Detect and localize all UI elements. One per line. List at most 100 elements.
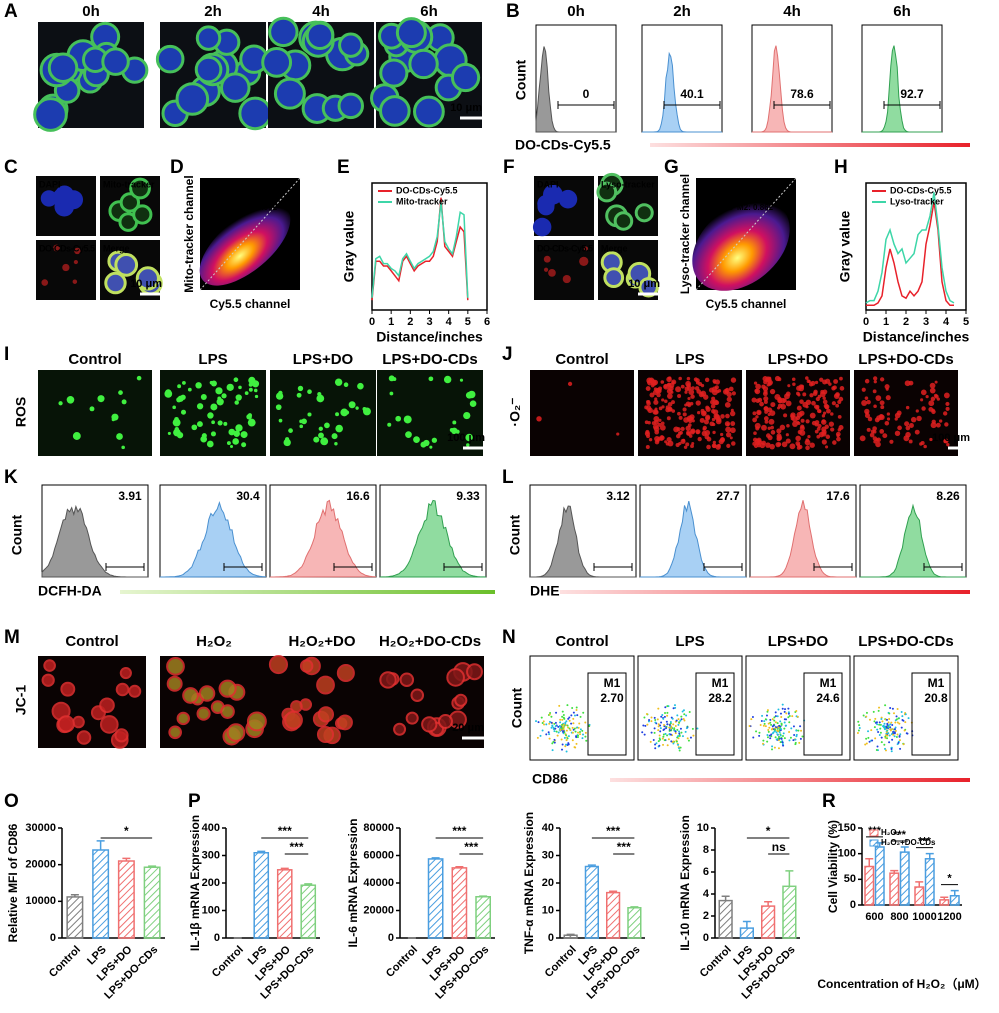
event-dot <box>787 716 790 719</box>
panel-letter: J <box>502 344 513 365</box>
event-dot <box>588 724 591 727</box>
cell <box>659 424 666 431</box>
event-dot <box>779 720 782 723</box>
cell <box>196 403 204 410</box>
cell <box>770 430 776 435</box>
event-dot <box>559 721 562 724</box>
cell <box>761 440 766 446</box>
error-bar <box>925 852 934 859</box>
cell <box>58 401 63 406</box>
cell <box>465 433 473 442</box>
cell <box>248 387 253 392</box>
cell <box>335 412 340 417</box>
cell <box>699 417 705 423</box>
event-dot <box>565 734 568 737</box>
row-label: ROS <box>13 397 29 427</box>
column-label: H₂O₂+DO <box>288 633 355 650</box>
cell <box>720 432 724 437</box>
event-dot <box>890 721 893 724</box>
cell <box>218 679 237 698</box>
event-dot <box>892 730 895 733</box>
cell <box>765 433 771 438</box>
panel-letter: H <box>834 157 848 178</box>
histogram <box>752 45 832 133</box>
cell <box>638 277 659 298</box>
bar <box>475 896 491 939</box>
cell <box>697 436 702 442</box>
cell <box>831 401 836 406</box>
event-dot <box>681 710 684 713</box>
event-dot <box>767 730 770 733</box>
axis-label: TNF-α mRNA Expression <box>522 812 536 954</box>
event-dot <box>669 722 672 725</box>
cell <box>796 411 803 418</box>
event-dot <box>663 715 666 718</box>
event-dot <box>575 708 578 711</box>
cell <box>305 21 335 51</box>
event-dot <box>678 747 681 750</box>
cell <box>41 279 49 286</box>
event-dot <box>686 737 689 740</box>
error-bar <box>865 858 874 867</box>
cell <box>177 384 182 389</box>
significance-label: *** <box>617 840 631 854</box>
cell <box>246 414 252 420</box>
event-dot <box>896 733 899 736</box>
cell <box>823 411 827 415</box>
event-dot <box>688 710 691 713</box>
cell <box>334 442 338 446</box>
cell <box>830 412 834 416</box>
bar <box>627 907 642 939</box>
cell <box>196 706 211 721</box>
y-tick-label: 30 <box>542 849 554 861</box>
cell <box>136 375 142 381</box>
cell <box>757 443 761 448</box>
event-dot <box>677 735 680 738</box>
event-dot <box>561 718 564 721</box>
event-dot <box>658 744 661 747</box>
event-dot <box>579 728 582 731</box>
cell <box>678 441 682 446</box>
event-dot <box>569 729 572 732</box>
cell <box>338 32 364 58</box>
gradient-arrow <box>650 143 970 147</box>
plot-frame <box>853 655 959 761</box>
event-dot <box>877 709 880 712</box>
cell <box>837 399 842 405</box>
cell <box>866 399 871 405</box>
event-dot <box>799 737 802 740</box>
cell <box>99 715 119 734</box>
cell <box>253 388 258 393</box>
stat-label: Manders' M1: 0.997 <box>204 193 278 202</box>
event-dot <box>751 716 754 719</box>
y-tick-label: 0 <box>388 932 394 944</box>
cell <box>405 711 419 725</box>
axis-label: Cy5.5 channel <box>210 297 291 311</box>
axis-label: DHE <box>530 583 560 599</box>
cell <box>763 399 768 404</box>
bar <box>782 885 797 939</box>
cell <box>777 377 782 382</box>
cell <box>682 412 687 417</box>
cell <box>307 389 312 395</box>
cell <box>943 392 950 399</box>
cell <box>867 416 873 422</box>
cell <box>787 384 791 388</box>
column-label: LPS <box>198 351 227 368</box>
plot-frame <box>865 182 967 311</box>
cell <box>543 184 563 205</box>
event-dot <box>649 740 652 743</box>
event-dot <box>901 718 904 721</box>
event-dot <box>677 743 680 746</box>
cell <box>671 379 677 385</box>
cell <box>443 375 452 384</box>
error-bar <box>900 846 909 853</box>
event-dot <box>776 722 779 725</box>
gate-value: 20.8 <box>924 691 948 705</box>
cell <box>720 414 725 419</box>
event-dot <box>885 718 888 721</box>
cell <box>866 427 871 432</box>
cell <box>705 415 710 421</box>
event-dot <box>774 721 777 724</box>
event-dot <box>880 736 883 739</box>
